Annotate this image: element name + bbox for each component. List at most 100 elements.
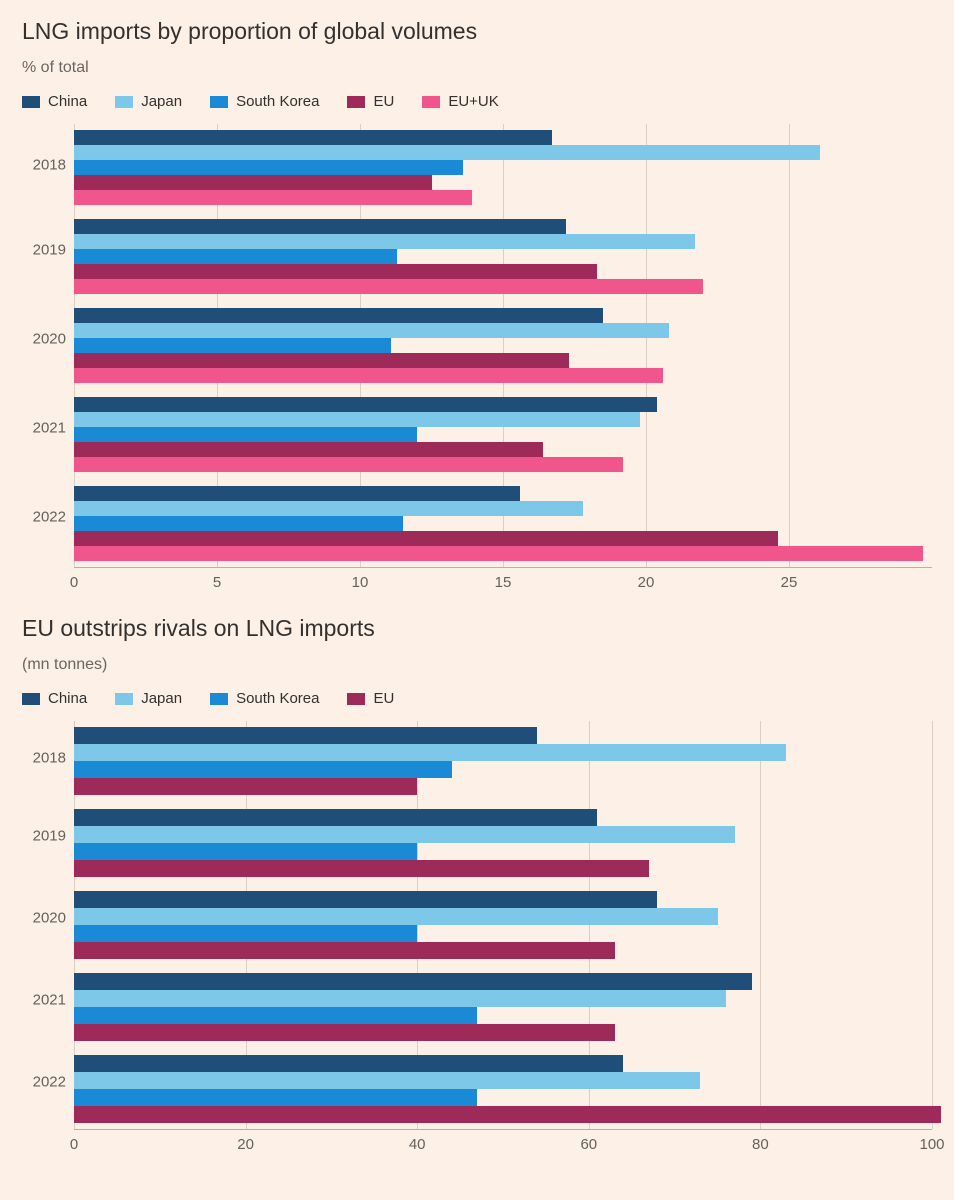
bar — [74, 727, 537, 744]
category-label: 2020 — [22, 910, 66, 927]
legend-label: Japan — [141, 93, 182, 110]
x-tick-label: 20 — [237, 1136, 254, 1153]
bar — [74, 973, 752, 990]
category-group: 2018 — [74, 124, 932, 205]
category-group: 2018 — [74, 721, 932, 795]
bar — [74, 809, 597, 826]
legend-item: EU — [347, 93, 394, 110]
category-label: 2021 — [22, 419, 66, 436]
bars-container — [74, 397, 932, 472]
category-label: 2019 — [22, 828, 66, 845]
bar — [74, 145, 820, 160]
category-group: 2022 — [74, 1041, 932, 1123]
legend-swatch — [22, 693, 40, 705]
bar — [74, 826, 735, 843]
x-tick-label: 80 — [752, 1136, 769, 1153]
category-group: 2021 — [74, 959, 932, 1041]
bar — [74, 279, 703, 294]
bars-container — [74, 219, 932, 294]
x-axis: 0510152025 — [74, 567, 932, 597]
bar — [74, 412, 640, 427]
bars-container — [74, 308, 932, 383]
bar — [74, 1089, 477, 1106]
legend-label: South Korea — [236, 93, 319, 110]
legend-swatch — [115, 96, 133, 108]
bar — [74, 308, 603, 323]
plot-area: 20182019202020212022 — [74, 721, 932, 1129]
legend-label: South Korea — [236, 690, 319, 707]
legend-label: EU — [373, 93, 394, 110]
bar — [74, 908, 718, 925]
legend-item: South Korea — [210, 93, 319, 110]
bar — [74, 843, 417, 860]
legend-item: EU — [347, 690, 394, 707]
bar — [74, 546, 923, 561]
bar — [74, 219, 566, 234]
bar — [74, 234, 695, 249]
legend-swatch — [422, 96, 440, 108]
legend-label: EU+UK — [448, 93, 498, 110]
bar — [74, 190, 472, 205]
legend: China Japan South Korea EU — [22, 690, 932, 707]
bar — [74, 891, 657, 908]
plot-area: 20182019202020212022 — [74, 124, 932, 567]
x-tick-label: 0 — [70, 574, 78, 591]
x-tick-label: 5 — [213, 574, 221, 591]
bar — [74, 1106, 941, 1123]
bar — [74, 353, 569, 368]
legend-swatch — [210, 693, 228, 705]
chart-subtitle: (mn tonnes) — [22, 656, 932, 674]
bar — [74, 323, 669, 338]
category-group: 2022 — [74, 472, 932, 561]
bar — [74, 264, 597, 279]
bar — [74, 175, 432, 190]
bar — [74, 249, 397, 264]
x-axis: 020406080100 — [74, 1129, 932, 1159]
legend-item: Japan — [115, 690, 182, 707]
category-label: 2018 — [22, 156, 66, 173]
bars-container — [74, 486, 932, 561]
x-tick-label: 40 — [409, 1136, 426, 1153]
bar — [74, 516, 403, 531]
bars-container — [74, 1055, 932, 1123]
bar — [74, 486, 520, 501]
bar — [74, 942, 615, 959]
legend-item: EU+UK — [422, 93, 498, 110]
bar — [74, 368, 663, 383]
bar — [74, 925, 417, 942]
bars-container — [74, 973, 932, 1041]
x-tick-label: 20 — [638, 574, 655, 591]
chart-0: LNG imports by proportion of global volu… — [22, 18, 932, 597]
bar — [74, 1072, 700, 1089]
legend-swatch — [115, 693, 133, 705]
legend-swatch — [347, 693, 365, 705]
category-group: 2020 — [74, 877, 932, 959]
bar — [74, 1007, 477, 1024]
category-label: 2019 — [22, 241, 66, 258]
category-label: 2021 — [22, 992, 66, 1009]
gridline — [932, 721, 933, 1129]
legend-label: China — [48, 93, 87, 110]
bars-container — [74, 891, 932, 959]
bar — [74, 990, 726, 1007]
category-label: 2022 — [22, 508, 66, 525]
legend-swatch — [347, 96, 365, 108]
bars-container — [74, 727, 932, 795]
category-group: 2019 — [74, 205, 932, 294]
x-tick-label: 10 — [352, 574, 369, 591]
category-group: 2019 — [74, 795, 932, 877]
bar — [74, 397, 657, 412]
category-label: 2022 — [22, 1074, 66, 1091]
bar — [74, 130, 552, 145]
bar — [74, 744, 786, 761]
category-group: 2021 — [74, 383, 932, 472]
bar — [74, 427, 417, 442]
chart-title: EU outstrips rivals on LNG imports — [22, 615, 932, 642]
x-tick-label: 0 — [70, 1136, 78, 1153]
bars-container — [74, 809, 932, 877]
legend-item: China — [22, 690, 87, 707]
chart-title: LNG imports by proportion of global volu… — [22, 18, 932, 45]
bar — [74, 761, 452, 778]
bar — [74, 1055, 623, 1072]
legend-label: Japan — [141, 690, 182, 707]
